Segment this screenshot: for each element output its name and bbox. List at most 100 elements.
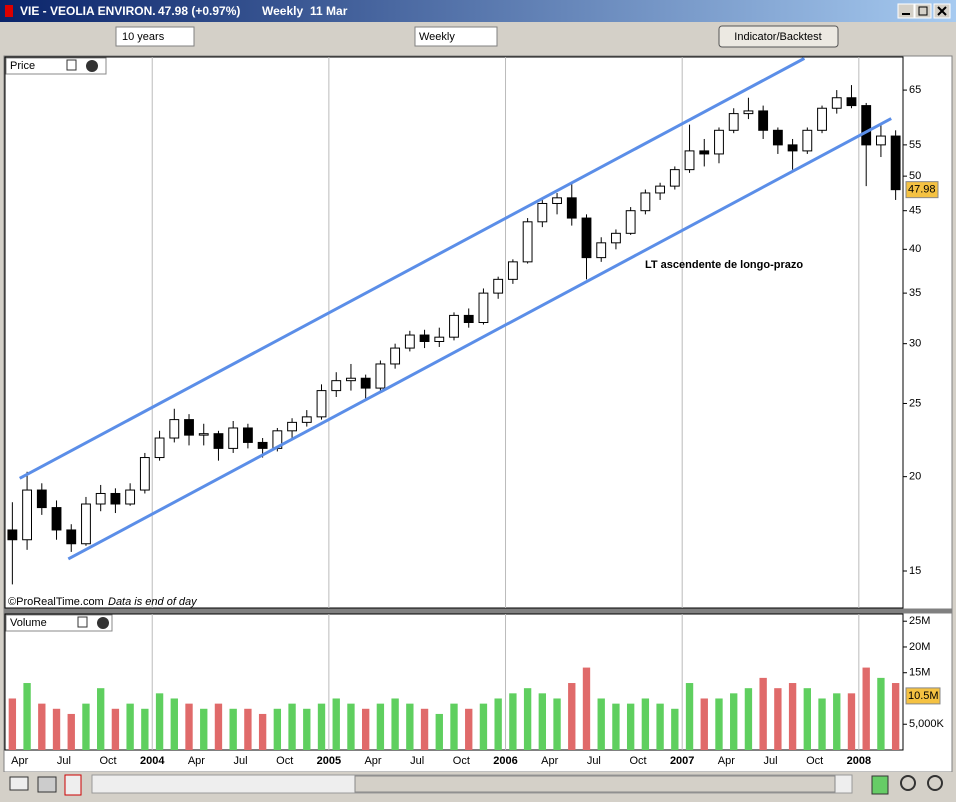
candle-body [316,390,327,418]
indicator-button[interactable] [718,25,839,48]
candle-body [846,97,857,107]
y-tick-label: 65 [909,84,921,96]
range-select[interactable] [115,26,195,47]
icon[interactable] [77,616,88,628]
volume-bar [361,708,370,750]
candle-body [404,334,415,349]
volume-bar [347,703,355,750]
volume-bar [553,698,561,750]
x-tick-label: Apr [188,755,205,767]
x-tick-label: Oct [99,755,116,767]
volume-bar [538,693,547,750]
panel-icons[interactable] [66,59,109,629]
mail-icon[interactable] [9,776,29,791]
candle-body [669,169,680,187]
volume-bar [774,688,782,750]
candle-body [434,336,445,342]
volume-bar [258,713,267,750]
toolbar-icons[interactable] [9,774,943,796]
candle-body [169,419,180,439]
candle-body [699,150,710,155]
volume-bar [582,667,591,750]
volume-bar [214,703,223,750]
price-panel-header [5,57,107,75]
print-icon[interactable] [37,776,57,793]
period: Weekly [262,4,303,18]
candle-body [228,427,239,449]
candle-body [728,113,739,131]
candle-body [493,278,504,294]
scroll-thumb[interactable] [354,775,836,793]
candle-body [817,107,827,131]
volume-bar [244,708,252,750]
minimize[interactable] [897,3,915,19]
icon [918,6,928,16]
delete-icon[interactable] [64,774,82,796]
date: 11 Mar [310,4,348,18]
volume-bar [288,703,296,750]
volume-bar [847,693,856,750]
candle-body [390,347,401,365]
app-icon [5,5,13,17]
icon[interactable] [86,60,98,72]
period-select[interactable] [414,26,498,47]
last-value-box [905,687,941,705]
volume-bar [612,703,620,750]
candle-body [758,110,769,131]
volume-bar [656,703,664,750]
quote: 47.98 (+0.97%) [158,4,240,18]
candle-body [360,377,371,389]
y-tick-label: 45 [909,205,921,217]
icon[interactable] [97,617,109,629]
volume-bar [479,703,488,750]
x-tick-label: Jul [410,755,424,767]
y-tick-label: 25 [909,397,921,409]
window-buttons[interactable] [897,3,951,19]
volume-bar [391,698,399,750]
candle-body [625,210,636,234]
symbol: VIE - VEOLIA ENVIRON. [20,4,156,18]
candle-body [890,135,901,191]
zoom-out[interactable] [900,775,916,791]
candle-body [419,334,430,342]
candle-body [684,150,695,171]
x-tick-label: Apr [364,755,381,767]
candle-body [7,529,18,541]
volume-bar [273,708,282,750]
candle-body [463,314,474,324]
candle-body [36,489,47,509]
x-tick-label: Jul [57,755,71,767]
candle-body [346,377,356,382]
volume-bar [170,698,178,750]
x-tick-label: Apr [541,755,558,767]
candle-body [331,380,342,392]
volume-bar [420,708,429,750]
volume-bar [141,708,149,750]
candle-body [66,529,77,545]
x-tick-label: Oct [629,755,646,767]
volume-bar [126,703,134,750]
maximize[interactable] [914,3,932,19]
x-tick-label: Jul [763,755,777,767]
volume-bar [494,698,502,750]
y-tick-label: 15 [909,565,921,577]
last-value-box [905,181,939,199]
volume-bar [833,693,841,750]
icon[interactable] [66,59,77,71]
x-tick-label: Jul [234,755,248,767]
candle-body [861,105,872,146]
volume-bar [730,693,738,750]
volume-bar [376,703,385,750]
volume-bar [303,708,311,750]
x-tick-label: 2008 [847,755,871,767]
chart-icon[interactable] [871,775,889,795]
candle-body [552,197,562,204]
zoom-in[interactable] [927,775,943,791]
x-tick-label: Jul [587,755,601,767]
x-tick-label: 2004 [140,755,165,767]
y-tick-label: 20M [909,641,930,653]
volume-bar [744,688,753,750]
candle-body [566,197,577,219]
y-tick-label: 5,000K [909,718,945,730]
